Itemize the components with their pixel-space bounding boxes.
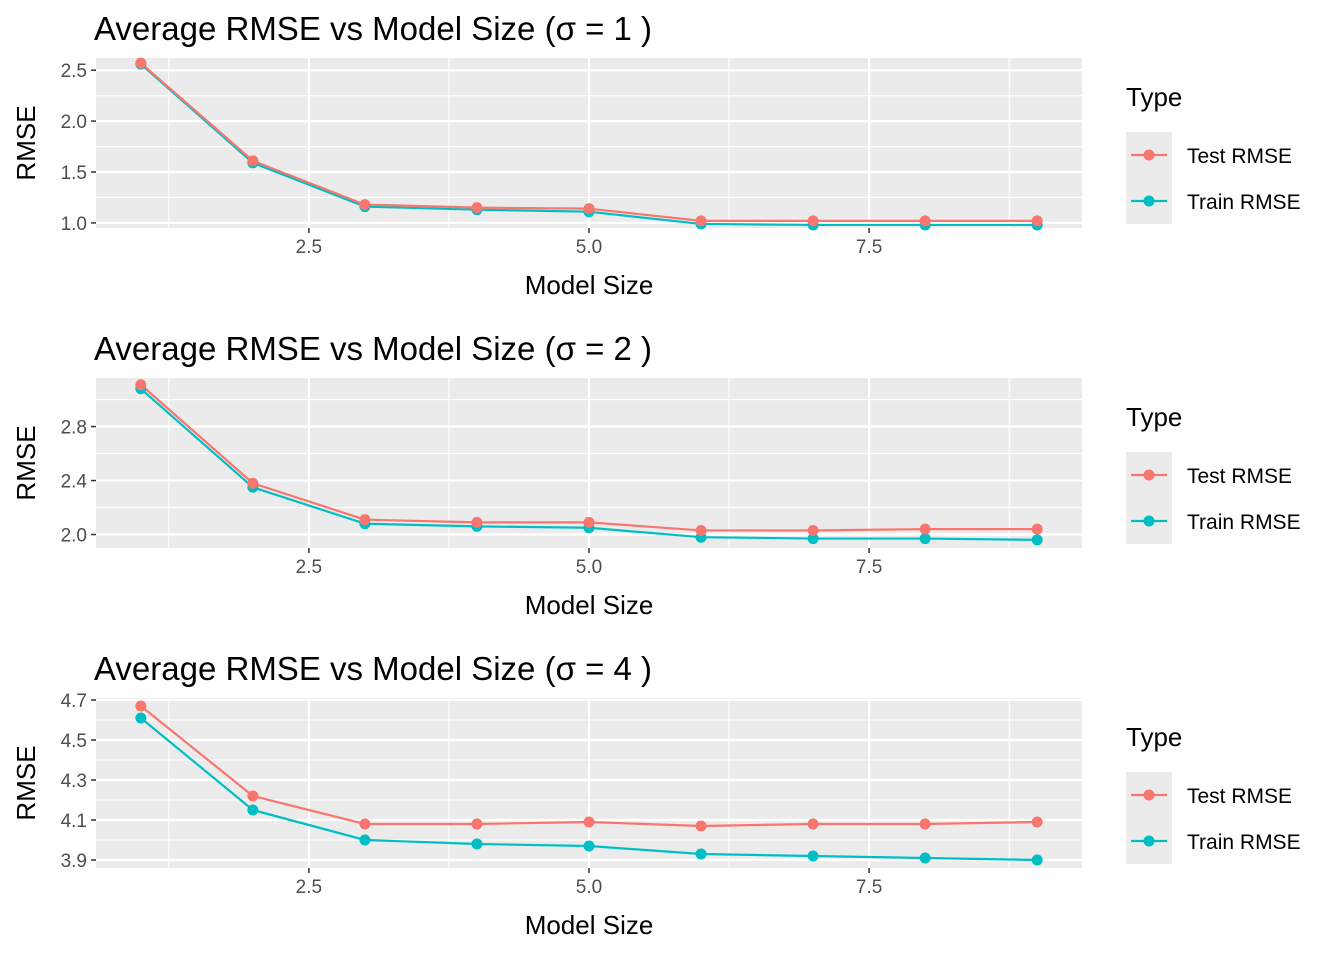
data-point-train [695, 848, 707, 860]
x-tick-label: 2.5 [296, 877, 322, 898]
y-tick-label: 2.0 [61, 112, 87, 133]
data-point-test [359, 514, 371, 526]
data-point-test [1031, 523, 1043, 535]
data-point-train [807, 850, 819, 862]
data-point-test [919, 818, 931, 830]
legend-label-train: Train RMSE [1187, 831, 1301, 854]
x-tick-label: 7.5 [856, 557, 882, 578]
legend-title: Type [1126, 722, 1182, 752]
data-point-test [247, 790, 259, 802]
data-point-test [583, 203, 595, 215]
data-point-test [247, 155, 259, 167]
x-tick-label: 7.5 [856, 877, 882, 898]
legend-key-point [1143, 789, 1155, 801]
data-point-test [471, 818, 483, 830]
legend-label-test: Test RMSE [1187, 145, 1292, 168]
y-tick-label: 4.7 [61, 691, 87, 712]
data-point-train [919, 852, 931, 864]
data-point-train [1031, 534, 1043, 546]
chart-title: Average RMSE vs Model Size (σ = 4 ) [94, 650, 652, 687]
data-point-test [695, 215, 707, 227]
y-tick-label: 4.3 [61, 771, 87, 792]
data-point-test [695, 820, 707, 832]
x-tick-label: 5.0 [576, 877, 602, 898]
y-tick-label: 4.5 [61, 731, 87, 752]
data-point-test [135, 379, 147, 391]
data-point-test [919, 523, 931, 535]
legend-title: Type [1126, 82, 1182, 112]
legend: Type Test RMSE Train RMSE [1126, 82, 1301, 224]
legend-label-train: Train RMSE [1187, 511, 1301, 534]
data-point-test [135, 700, 147, 712]
data-point-test [583, 816, 595, 828]
data-point-test [807, 215, 819, 227]
y-tick-label: 3.9 [61, 851, 87, 872]
legend-label-test: Test RMSE [1187, 785, 1292, 808]
chart-title: Average RMSE vs Model Size (σ = 2 ) [94, 330, 652, 367]
chart-panel-2: Average RMSE vs Model Size (σ = 2 ) 2.5 5.… [11, 330, 1301, 620]
legend-key-point [1143, 195, 1155, 207]
x-tick-label: 2.5 [296, 237, 322, 258]
x-axis-title: Model Size [525, 910, 654, 940]
legend-key-point [1143, 515, 1155, 527]
legend-title: Type [1126, 402, 1182, 432]
legend-key-point [1143, 835, 1155, 847]
data-point-test [919, 215, 931, 227]
data-point-test [135, 57, 147, 69]
data-point-test [583, 516, 595, 528]
data-point-test [807, 524, 819, 536]
data-point-train [135, 712, 147, 724]
chart-panel-1: Average RMSE vs Model Size (σ = 1 ) 2.5 5.… [11, 10, 1301, 300]
data-point-train [919, 533, 931, 545]
y-axis-title: RMSE [11, 425, 41, 500]
y-axis-title: RMSE [11, 745, 41, 820]
data-point-test [471, 202, 483, 214]
data-point-train [359, 834, 371, 846]
chart-panel-3: Average RMSE vs Model Size (σ = 4 ) 2.5 5.… [11, 650, 1301, 940]
y-tick-label: 2.8 [61, 418, 87, 439]
y-axis-title: RMSE [11, 105, 41, 180]
data-point-test [359, 818, 371, 830]
data-point-test [247, 477, 259, 489]
data-point-train [1031, 854, 1043, 866]
legend-label-train: Train RMSE [1187, 191, 1301, 214]
x-axis-title: Model Size [525, 590, 654, 620]
data-point-test [695, 524, 707, 536]
data-point-test [471, 516, 483, 528]
x-tick-label: 7.5 [856, 237, 882, 258]
y-tick-label: 2.4 [61, 472, 88, 493]
data-point-test [359, 199, 371, 211]
data-point-train [807, 533, 819, 545]
x-tick-label: 5.0 [576, 237, 602, 258]
legend-label-test: Test RMSE [1187, 465, 1292, 488]
legend-key-point [1143, 149, 1155, 161]
data-point-test [1031, 215, 1043, 227]
chart-title: Average RMSE vs Model Size (σ = 1 ) [94, 10, 652, 47]
y-tick-label: 4.1 [61, 811, 87, 832]
y-tick-label: 2.5 [61, 61, 87, 82]
data-point-test [807, 818, 819, 830]
y-tick-label: 2.0 [61, 526, 87, 547]
x-axis-title: Model Size [525, 270, 654, 300]
legend: Type Test RMSE Train RMSE [1126, 722, 1301, 864]
data-point-train [247, 804, 259, 816]
y-tick-label: 1.0 [61, 214, 87, 235]
x-tick-label: 5.0 [576, 557, 602, 578]
data-point-train [583, 840, 595, 852]
data-point-test [1031, 816, 1043, 828]
data-point-train [471, 838, 483, 850]
x-tick-label: 2.5 [296, 557, 322, 578]
legend-key-point [1143, 469, 1155, 481]
y-tick-label: 1.5 [61, 163, 87, 184]
legend: Type Test RMSE Train RMSE [1126, 402, 1301, 544]
